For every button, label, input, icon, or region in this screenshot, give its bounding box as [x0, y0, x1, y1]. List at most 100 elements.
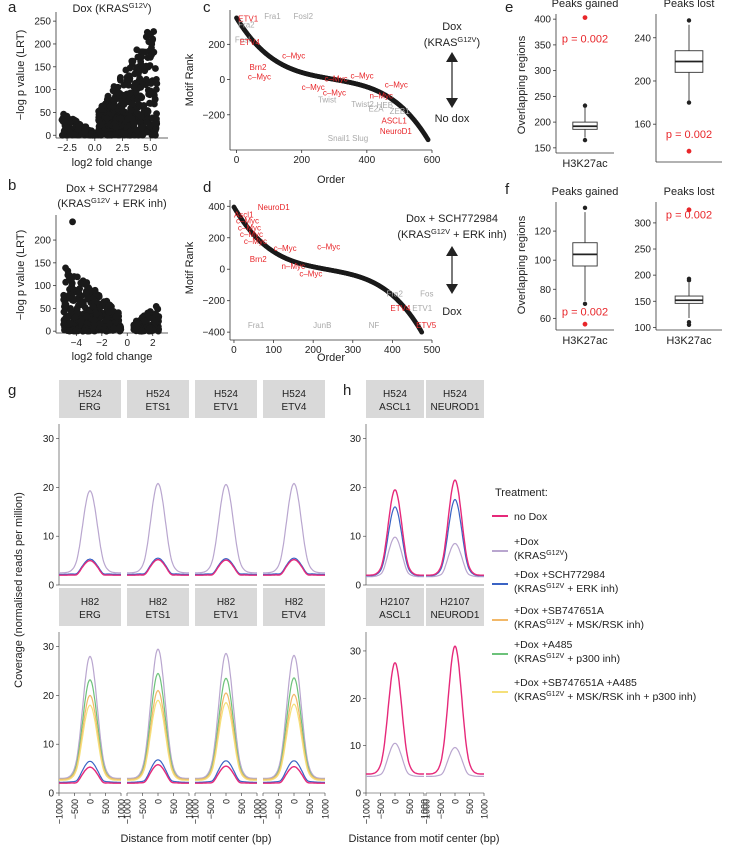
- data-point: [95, 116, 103, 124]
- data-point: [148, 51, 156, 59]
- x-axis-label: Order: [317, 174, 345, 186]
- legend-label: no Dox: [514, 511, 548, 523]
- p-value-label: p = 0.002: [666, 129, 712, 141]
- coverage-line-dox-erk: [426, 498, 484, 577]
- coverage-line-no-dox: [59, 766, 121, 784]
- arrow-down-head: [446, 284, 458, 294]
- data-point: [80, 327, 88, 334]
- panel-b-title: Dox + SCH772984: [66, 183, 158, 195]
- legend-label: +Dox +A485: [514, 639, 573, 651]
- superscript-text: G12V: [91, 196, 110, 205]
- p-value-label: p = 0.002: [562, 33, 608, 45]
- coverage-line-dox: [126, 648, 190, 779]
- observed-point: [582, 321, 588, 327]
- data-point: [148, 40, 156, 48]
- y-tick-label: 100: [634, 323, 651, 334]
- data-point: [114, 89, 122, 96]
- facet-label: NEUROD1: [431, 402, 480, 413]
- box-panel-f: 60 80 100 120 p = 0.002 Peaks gained H3K27ac 10…: [534, 186, 722, 347]
- data-point: [128, 115, 136, 123]
- data-point: [89, 303, 97, 310]
- outlier-point: [582, 205, 588, 211]
- facet-label: H524: [282, 389, 306, 400]
- y-tick-label: 400: [208, 202, 225, 213]
- coverage-line-dox-erk: [263, 557, 325, 575]
- panel-letter: f: [505, 181, 510, 198]
- x-tick-label: 500: [305, 799, 315, 814]
- data-point: [146, 325, 153, 333]
- y-tick-label: 150: [34, 258, 51, 269]
- data-point: [147, 80, 155, 87]
- coverage-line-dox: [58, 655, 122, 779]
- facet-strip: [195, 588, 257, 626]
- arrow-down-head: [446, 98, 458, 108]
- data-point: [60, 308, 68, 316]
- x-tick-label: 1000: [480, 799, 490, 819]
- text-span: + MSK/RSK inh): [564, 619, 644, 631]
- y-tick-label: 60: [540, 314, 552, 325]
- text-span: ): [564, 550, 568, 562]
- data-point: [152, 86, 160, 93]
- x-tick-label: −500: [206, 799, 216, 819]
- facet-strip: [263, 380, 325, 418]
- data-point: [133, 46, 141, 54]
- data-point: [147, 31, 154, 39]
- y-tick-label: 200: [534, 118, 551, 129]
- data-point: [114, 310, 122, 318]
- x-tick-label: 1000: [185, 799, 195, 819]
- data-point: [146, 99, 153, 107]
- data-point: [141, 317, 149, 325]
- coverage-panel-h: H524 ASCL1 0 10 20 30 H524 NEUROD1 H2107 ASCL1 0 10…: [350, 380, 490, 824]
- data-point: [91, 286, 99, 294]
- y-tick-label: 250: [634, 245, 651, 256]
- motif-label: Slug: [352, 134, 368, 143]
- y-tick-label: 0: [45, 327, 51, 338]
- data-point: [128, 100, 136, 108]
- legend-sublabel: (KRASG12V + p300 inh): [514, 652, 620, 665]
- box-panel-e: 150 200 250 300 350 400 p = 0.002 Peaks gained H…: [534, 0, 722, 170]
- facet-strip: [127, 588, 189, 626]
- data-point: [117, 115, 125, 122]
- coverage-line-no-dox: [426, 645, 484, 775]
- y-tick-label: 30: [350, 434, 362, 445]
- coverage-line-dox-msk: [59, 694, 121, 780]
- text-span: (KRAS: [514, 653, 546, 665]
- motif-label: Fra2: [238, 21, 255, 30]
- data-point: [58, 116, 66, 124]
- text-span: (KRAS: [514, 691, 546, 703]
- coverage-line-no-dox: [263, 558, 325, 576]
- data-point: [102, 317, 110, 324]
- y-tick-label: −200: [202, 296, 225, 307]
- y-tick-label: 0: [219, 265, 225, 276]
- data-point: [66, 327, 73, 335]
- motif-label: n–Myc: [281, 262, 305, 271]
- x-axis-label: log2 fold change: [72, 351, 153, 363]
- data-point: [60, 291, 68, 299]
- facet-title: Peaks lost: [664, 186, 715, 198]
- coverage-line-dox-erk: [263, 760, 325, 783]
- motif-label: ETV5: [416, 321, 437, 330]
- coverage-line-dox: [426, 746, 484, 777]
- data-point: [96, 128, 104, 136]
- y-tick-label: 20: [43, 691, 55, 702]
- coverage-line-dox-msk-a485: [59, 704, 121, 781]
- x-axis-label: Distance from motif center (bp): [349, 833, 500, 845]
- text-span: + MSK/RSK inh + p300 inh): [564, 691, 696, 703]
- facet-title: Peaks gained: [552, 0, 619, 10]
- x-tick-label: −1000: [123, 799, 133, 824]
- superscript-text: G12V: [431, 227, 450, 236]
- data-point: [88, 130, 95, 138]
- legend-label: +Dox +SCH772984: [514, 569, 605, 581]
- y-tick-label: 250: [534, 92, 551, 103]
- panel-letter: e: [505, 0, 513, 16]
- coverage-panel-g: H524 ERG 0 10 20 30 H524 ETS1 H524 ETV1 H524 ETV4 H8…: [43, 380, 331, 824]
- text-span: + ERK inh): [450, 229, 507, 241]
- text-span: + ERK inh): [110, 198, 167, 210]
- text-span: fold change: [92, 157, 152, 169]
- motif-label: c–Myc: [317, 243, 340, 252]
- x-axis-label: H3K27ac: [562, 158, 608, 170]
- x-tick-label: −2.5: [57, 143, 77, 154]
- y-tick-label: 160: [634, 120, 651, 131]
- superscript-text: G12V: [546, 690, 564, 698]
